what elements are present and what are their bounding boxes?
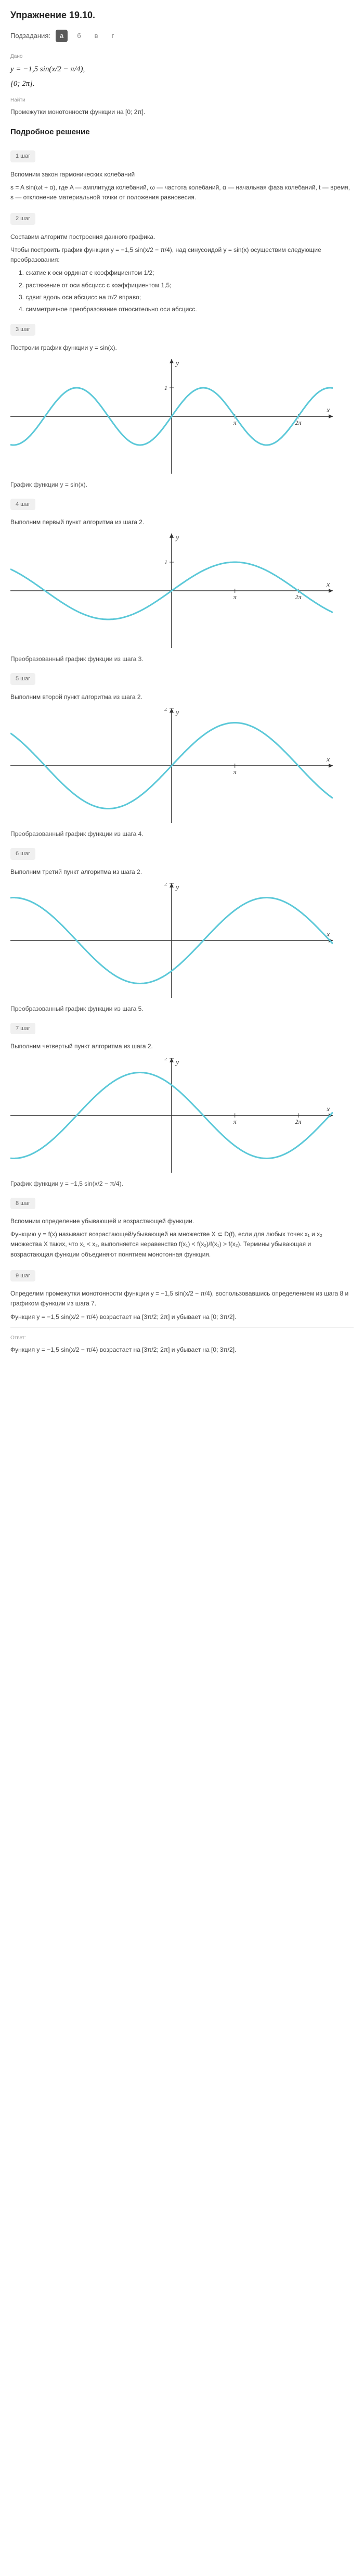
svg-text:π: π <box>233 593 237 601</box>
svg-text:x: x <box>326 756 330 764</box>
graph: x y 1 π 2π <box>10 534 354 648</box>
graph-caption: График функции y = sin(x). <box>10 480 354 489</box>
subtasks-label: Подзадания: <box>10 31 50 41</box>
divider <box>10 1327 354 1328</box>
step-text: Чтобы построить график функции y = −1,5 … <box>10 245 354 265</box>
subtasks-row: Подзадания: а б в г <box>10 30 354 42</box>
step-5: 5 шаг Выполним второй пункт алгоритма из … <box>10 666 354 839</box>
svg-text:π: π <box>233 1118 237 1125</box>
numbered-item: 4. симметричное преобразование относител… <box>19 304 354 314</box>
answer-label: Ответ: <box>10 1334 354 1342</box>
find-text: Промежутки монотонности функции на [0; 2… <box>10 107 354 117</box>
graph: x y 2π2π <box>10 1058 354 1173</box>
step-badge: 8 шаг <box>10 1198 35 1210</box>
step-badge: 5 шаг <box>10 673 35 685</box>
step-9: 9 шаг Определим промежутки монотонности ф… <box>10 1263 354 1322</box>
svg-text:1: 1 <box>164 384 167 391</box>
graph: x y 1π2π <box>10 359 354 474</box>
numbered-item: 2. растяжение от оси абсцисс с коэффицие… <box>19 281 354 290</box>
step-badge: 1 шаг <box>10 150 35 162</box>
subtask-c[interactable]: в <box>90 30 102 42</box>
find-label: Найти <box>10 96 354 104</box>
graph-caption: Преобразованный график функции из шага 5… <box>10 1004 354 1013</box>
step-text: Вспомним закон гармонических колебаний <box>10 170 354 180</box>
step-2: 2 шаг Составим алгоритм построения данног… <box>10 206 354 314</box>
step-7: 7 шаг Выполним четвертый пункт алгоритма … <box>10 1016 354 1188</box>
step-text: Построим график функции y = sin(x). <box>10 343 354 353</box>
step-text: Выполним третий пункт алгоритма из шага … <box>10 867 354 877</box>
svg-text:y: y <box>175 1059 179 1067</box>
graph-caption: График функции y = −1,5 sin(x/2 − π/4). <box>10 1179 354 1188</box>
step-text: Выполним четвертый пункт алгоритма из ша… <box>10 1042 354 1051</box>
svg-text:π: π <box>233 419 237 426</box>
svg-text:x: x <box>326 407 330 414</box>
answer-text: Функция y = −1,5 sin(x/2 − π/4) возраста… <box>10 1345 354 1355</box>
given-label: Дано <box>10 53 354 60</box>
step-1: 1 шаг Вспомним закон гармонических колеба… <box>10 143 354 202</box>
svg-text:y: y <box>175 534 179 542</box>
solution-title: Подробное решение <box>10 126 354 138</box>
svg-text:y: y <box>175 709 179 717</box>
svg-text:x: x <box>326 1106 330 1113</box>
numbered-item: 3. сдвиг вдоль оси абсцисс на π/2 вправо… <box>19 293 354 302</box>
graph: x y 2 π <box>10 708 354 823</box>
graph: x y 2 <box>10 883 354 998</box>
step-badge: 4 шаг <box>10 499 35 511</box>
step-text: s = A sin(ωt + α), где A — амплитуда кол… <box>10 183 354 202</box>
step-badge: 9 шаг <box>10 1270 35 1282</box>
given-formula-2: [0; 2π]. <box>10 78 354 90</box>
svg-text:2: 2 <box>164 1058 167 1062</box>
step-4: 4 шаг Выполним первый пункт алгоритма из … <box>10 491 354 664</box>
step-6: 6 шаг Выполним третий пункт алгоритма из … <box>10 841 354 1013</box>
step-text: Функцию y = f(x) называют возрастающей/у… <box>10 1229 354 1260</box>
step-badge: 3 шаг <box>10 324 35 336</box>
step-text: Выполним первый пункт алгоритма из шага … <box>10 517 354 527</box>
step-badge: 6 шаг <box>10 848 35 860</box>
step-text: Составим алгоритм построения данного гра… <box>10 232 354 242</box>
step-text: Вспомним определение убывающей и возраст… <box>10 1216 354 1226</box>
steps-container: 1 шаг Вспомним закон гармонических колеба… <box>10 143 354 1322</box>
step-text: Функция y = −1,5 sin(x/2 − π/4) возраста… <box>10 1312 354 1322</box>
exercise-title: Упражнение 19.10. <box>10 8 354 22</box>
svg-text:x: x <box>326 581 330 589</box>
svg-text:2: 2 <box>164 708 167 712</box>
graph-caption: Преобразованный график функции из шага 3… <box>10 654 354 664</box>
subtask-b[interactable]: б <box>73 30 85 42</box>
subtask-a[interactable]: а <box>56 30 68 42</box>
step-3: 3 шаг Построим график функции y = sin(x).… <box>10 316 354 489</box>
svg-text:1: 1 <box>164 559 167 566</box>
svg-text:y: y <box>175 360 179 367</box>
given-formula-1: y = −1,5 sin(x/2 − π/4), <box>10 64 354 75</box>
svg-text:2π: 2π <box>295 593 302 601</box>
svg-text:y: y <box>175 884 179 892</box>
numbered-item: 1. сжатие к оси ординат с коэффициентом … <box>19 268 354 278</box>
svg-text:2π: 2π <box>295 1118 302 1125</box>
step-badge: 2 шаг <box>10 213 35 225</box>
step-8: 8 шаг Вспомним определение убывающей и во… <box>10 1190 354 1260</box>
subtask-d[interactable]: г <box>108 30 119 42</box>
svg-text:π: π <box>233 768 237 776</box>
step-text: Выполним второй пункт алгоритма из шага … <box>10 692 354 702</box>
svg-text:2: 2 <box>164 883 167 887</box>
step-badge: 7 шаг <box>10 1023 35 1035</box>
graph-caption: Преобразованный график функции из шага 4… <box>10 829 354 839</box>
step-text: Определим промежутки монотонности функци… <box>10 1289 354 1309</box>
